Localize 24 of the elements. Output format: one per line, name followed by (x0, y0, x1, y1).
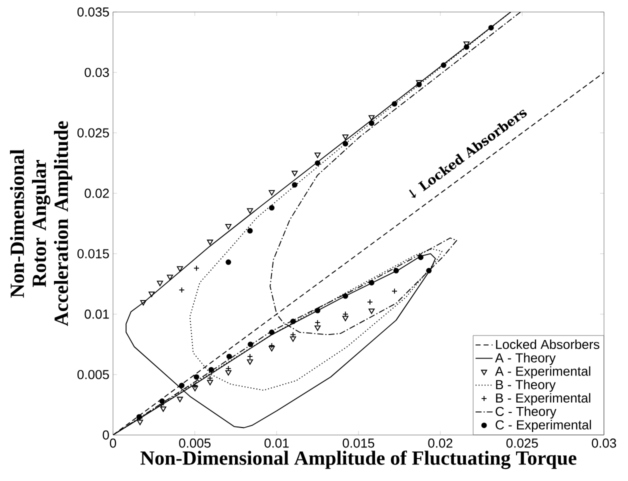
x-tick-label: 0.025 (506, 438, 538, 448)
x-tick-label: 0.01 (264, 438, 289, 448)
y-tick-label: 0.035 (77, 7, 109, 17)
y-tick-label: 0.025 (77, 128, 109, 138)
y-tick-label: 0.005 (77, 370, 109, 380)
legend-label: A - Theory (495, 352, 556, 366)
legend-label: C - Experimental (496, 420, 591, 432)
y-axis-title: Non-Dimensional Rotor Angular Acceleration Amplitude (10, 121, 72, 326)
y-tick-label: 0 (102, 430, 109, 440)
legend-label: B - Experimental (496, 393, 590, 406)
x-tick-label: 0.02 (428, 438, 452, 448)
legend-label: C - Theory (496, 406, 556, 419)
x-tick-label: 0.03 (592, 438, 616, 448)
y-tick-label: 0.03 (84, 68, 109, 78)
y-tick-label: 0.01 (84, 310, 109, 319)
y-tick-label: 0.015 (77, 249, 109, 258)
x-tick-label: 0.015 (342, 438, 374, 448)
x-tick-label: 0.005 (179, 438, 211, 448)
y-tick-label: 0.02 (84, 188, 109, 198)
legend-label: Locked Absorbers (496, 339, 600, 350)
legend-label: B - Theory (496, 380, 556, 392)
x-tick-label: 0 (110, 438, 116, 448)
x-axis-title: Non-Dimensional Amplitude of Fluctuating Torque (140, 450, 576, 470)
legend-label: A - Experimental (495, 366, 590, 378)
